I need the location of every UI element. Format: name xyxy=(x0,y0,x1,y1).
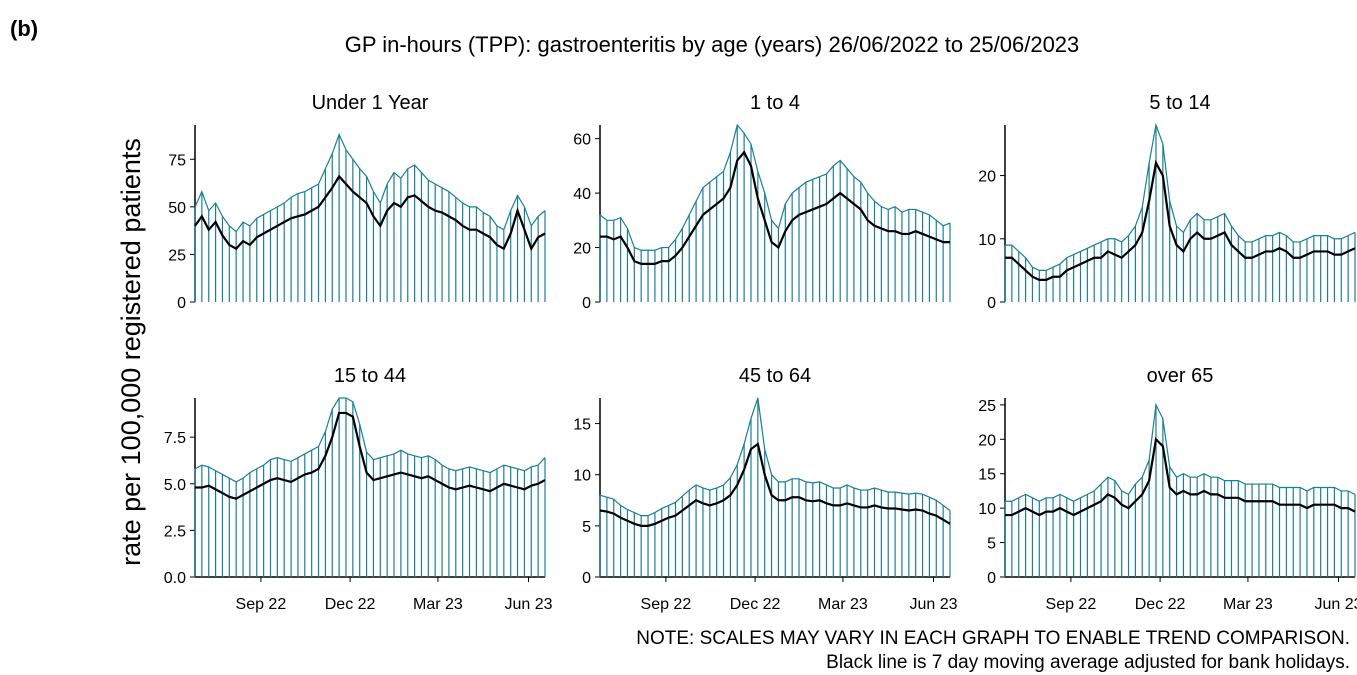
x-tick-label: Jun 23 xyxy=(505,596,553,613)
y-tick-label: 25 xyxy=(168,247,186,264)
y-tick-label: 0 xyxy=(177,295,186,312)
x-tick-label: Jun 23 xyxy=(910,596,958,613)
y-tick-label: 5 xyxy=(582,519,591,536)
y-tick-label: 10 xyxy=(978,501,996,518)
panel-label: (b) xyxy=(10,16,38,41)
y-tick-label: 10 xyxy=(978,232,996,249)
y-tick-label: 0 xyxy=(582,570,591,587)
y-tick-label: 7.5 xyxy=(164,430,186,447)
x-tick-label: Dec 22 xyxy=(1135,596,1186,613)
y-tick-label: 20 xyxy=(978,432,996,449)
y-tick-label: 20 xyxy=(573,241,591,258)
y-tick-label: 40 xyxy=(573,186,591,203)
y-tick-label: 0 xyxy=(987,295,996,312)
moving-average-line xyxy=(599,442,951,527)
y-tick-label: 25 xyxy=(978,398,996,415)
moving-average-line xyxy=(194,174,546,252)
note: Black line is 7 day moving average adjus… xyxy=(826,652,1350,673)
moving-average-line xyxy=(195,411,546,500)
y-tick-label: 15 xyxy=(573,417,591,434)
x-tick-label: Dec 22 xyxy=(325,596,376,613)
y-tick-label: 50 xyxy=(168,200,186,217)
y-tick-label: 5 xyxy=(987,536,996,553)
panel-title: 1 to 4 xyxy=(750,92,800,114)
daily-line xyxy=(1005,122,1356,271)
daily-line xyxy=(1005,402,1356,502)
moving-average-line xyxy=(1005,437,1356,517)
panel-title: over 65 xyxy=(1147,365,1214,387)
moving-average-line xyxy=(1005,159,1356,281)
y-tick-label: 20 xyxy=(978,169,996,186)
x-tick-label: Jun 23 xyxy=(1315,596,1357,613)
y-tick-label: 2.5 xyxy=(164,523,186,540)
x-tick-label: Mar 23 xyxy=(1223,596,1273,613)
daily-line xyxy=(194,132,546,233)
y-tick-label: 75 xyxy=(168,152,186,169)
daily-line xyxy=(599,397,951,517)
y-tick-label: 5.0 xyxy=(164,477,186,494)
x-tick-label: Mar 23 xyxy=(818,596,868,613)
daily-line xyxy=(599,123,951,251)
x-tick-label: Mar 23 xyxy=(413,596,463,613)
y-tick-label: 0.0 xyxy=(164,570,186,587)
y-tick-label: 0 xyxy=(987,570,996,587)
daily-line xyxy=(194,397,546,483)
moving-average-line xyxy=(600,150,950,265)
panel-title: 5 to 14 xyxy=(1149,92,1210,114)
x-tick-label: Sep 22 xyxy=(1046,596,1097,613)
y-tick-label: 0 xyxy=(582,295,591,312)
y-tick-label: 10 xyxy=(573,468,591,485)
x-tick-label: Dec 22 xyxy=(730,596,781,613)
y-tick-label: 15 xyxy=(978,467,996,484)
figure-title: GP in-hours (TPP): gastroenteritis by ag… xyxy=(345,32,1080,57)
panel-title: 15 to 44 xyxy=(334,365,406,387)
x-tick-label: Sep 22 xyxy=(236,596,287,613)
x-tick-label: Sep 22 xyxy=(641,596,692,613)
y-tick-label: 60 xyxy=(573,132,591,149)
y-axis-title: rate per 100,000 registered patients xyxy=(116,138,146,566)
panel-title: Under 1 Year xyxy=(312,92,429,114)
panel-title: 45 to 64 xyxy=(739,365,811,387)
note: NOTE: SCALES MAY VARY IN EACH GRAPH TO E… xyxy=(636,628,1350,649)
